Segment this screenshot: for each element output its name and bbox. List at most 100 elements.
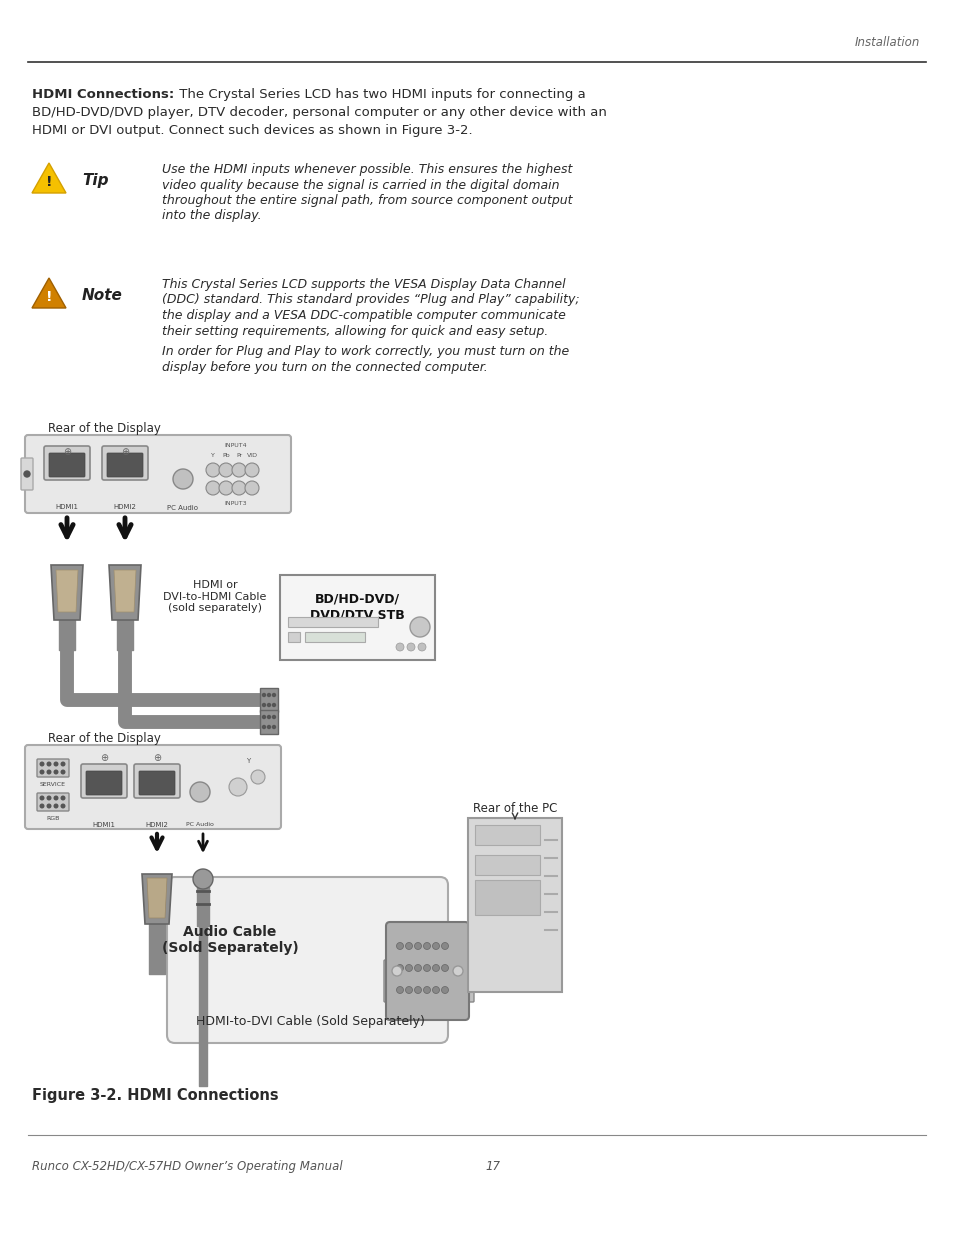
Text: PC Audio: PC Audio — [186, 823, 213, 827]
Circle shape — [24, 471, 30, 477]
Text: The Crystal Series LCD has two HDMI inputs for connecting a: The Crystal Series LCD has two HDMI inpu… — [174, 88, 585, 101]
FancyBboxPatch shape — [288, 632, 299, 642]
Circle shape — [410, 618, 430, 637]
Circle shape — [432, 965, 439, 972]
FancyBboxPatch shape — [468, 818, 561, 992]
Polygon shape — [147, 878, 167, 918]
Circle shape — [193, 869, 213, 889]
Circle shape — [40, 771, 44, 774]
Circle shape — [441, 942, 448, 950]
Circle shape — [47, 804, 51, 808]
Circle shape — [54, 804, 58, 808]
FancyBboxPatch shape — [25, 745, 281, 829]
Circle shape — [54, 797, 58, 800]
Text: HDMI2: HDMI2 — [146, 823, 169, 827]
Circle shape — [206, 463, 220, 477]
Text: display before you turn on the connected computer.: display before you turn on the connected… — [162, 361, 487, 373]
FancyBboxPatch shape — [280, 576, 435, 659]
Text: Y: Y — [211, 453, 214, 458]
FancyBboxPatch shape — [139, 771, 174, 795]
Text: !: ! — [46, 289, 52, 304]
Text: Rear of the Display: Rear of the Display — [48, 422, 161, 435]
Text: In order for Plug and Play to work correctly, you must turn on the: In order for Plug and Play to work corre… — [162, 345, 569, 358]
Circle shape — [61, 762, 65, 766]
Circle shape — [407, 643, 415, 651]
Circle shape — [262, 704, 265, 706]
Circle shape — [267, 715, 271, 719]
Circle shape — [245, 463, 258, 477]
Circle shape — [219, 480, 233, 495]
Circle shape — [267, 704, 271, 706]
Circle shape — [61, 771, 65, 774]
Circle shape — [441, 987, 448, 993]
Circle shape — [219, 463, 233, 477]
FancyBboxPatch shape — [463, 960, 474, 1002]
Circle shape — [441, 965, 448, 972]
Text: Note: Note — [82, 288, 123, 303]
Text: ⊕: ⊕ — [63, 447, 71, 457]
Text: PC Audio: PC Audio — [168, 505, 198, 511]
Circle shape — [40, 762, 44, 766]
Circle shape — [414, 965, 421, 972]
Text: throughout the entire signal path, from source component output: throughout the entire signal path, from … — [162, 194, 572, 207]
Text: into the display.: into the display. — [162, 210, 261, 222]
Polygon shape — [109, 564, 141, 620]
Circle shape — [432, 942, 439, 950]
Text: Rear of the PC: Rear of the PC — [473, 802, 557, 815]
Circle shape — [432, 987, 439, 993]
FancyBboxPatch shape — [475, 825, 539, 845]
Circle shape — [396, 965, 403, 972]
Text: Tip: Tip — [82, 173, 109, 188]
Circle shape — [54, 771, 58, 774]
Circle shape — [40, 804, 44, 808]
FancyBboxPatch shape — [305, 632, 365, 642]
Polygon shape — [56, 571, 78, 613]
Text: SERVICE: SERVICE — [40, 782, 66, 787]
Circle shape — [245, 480, 258, 495]
Circle shape — [396, 987, 403, 993]
FancyBboxPatch shape — [37, 760, 69, 777]
Polygon shape — [142, 874, 172, 924]
Text: Use the HDMI inputs whenever possible. This ensures the highest: Use the HDMI inputs whenever possible. T… — [162, 163, 572, 177]
Text: Rear of the Display: Rear of the Display — [48, 732, 161, 745]
Polygon shape — [32, 163, 66, 193]
Circle shape — [414, 942, 421, 950]
Text: HDMI2: HDMI2 — [113, 504, 136, 510]
Circle shape — [172, 469, 193, 489]
Text: Y: Y — [246, 758, 250, 764]
Text: VID: VID — [246, 453, 257, 458]
Text: Pb: Pb — [222, 453, 230, 458]
Circle shape — [54, 762, 58, 766]
Circle shape — [262, 694, 265, 697]
Circle shape — [405, 987, 412, 993]
Text: INPUT4: INPUT4 — [225, 443, 247, 448]
Text: HDMI1: HDMI1 — [55, 504, 78, 510]
Text: BD/HD-DVD/DVD player, DTV decoder, personal computer or any other device with an: BD/HD-DVD/DVD player, DTV decoder, perso… — [32, 106, 606, 119]
Circle shape — [392, 966, 401, 976]
Circle shape — [262, 725, 265, 729]
Text: video quality because the signal is carried in the digital domain: video quality because the signal is carr… — [162, 179, 558, 191]
FancyBboxPatch shape — [475, 855, 539, 876]
Text: This Crystal Series LCD supports the VESA Display Data Channel: This Crystal Series LCD supports the VES… — [162, 278, 565, 291]
Polygon shape — [113, 571, 136, 613]
FancyBboxPatch shape — [49, 453, 85, 477]
Circle shape — [61, 804, 65, 808]
Circle shape — [206, 480, 220, 495]
Circle shape — [396, 942, 403, 950]
Text: their setting requirements, allowing for quick and easy setup.: their setting requirements, allowing for… — [162, 325, 548, 337]
FancyBboxPatch shape — [37, 793, 69, 811]
FancyBboxPatch shape — [386, 923, 469, 1020]
Text: Pr: Pr — [235, 453, 242, 458]
Text: Figure 3-2. HDMI Connections: Figure 3-2. HDMI Connections — [32, 1088, 278, 1103]
Circle shape — [190, 782, 210, 802]
Text: !: ! — [46, 174, 52, 189]
Circle shape — [47, 771, 51, 774]
Text: INPUT3: INPUT3 — [225, 501, 247, 506]
Circle shape — [405, 942, 412, 950]
Text: HDMI or DVI output. Connect such devices as shown in Figure 3-2.: HDMI or DVI output. Connect such devices… — [32, 124, 472, 137]
Circle shape — [423, 942, 430, 950]
FancyBboxPatch shape — [167, 877, 448, 1044]
Circle shape — [423, 987, 430, 993]
Text: HDMI-to-DVI Cable (Sold Separately): HDMI-to-DVI Cable (Sold Separately) — [195, 1015, 424, 1028]
FancyBboxPatch shape — [475, 881, 539, 915]
